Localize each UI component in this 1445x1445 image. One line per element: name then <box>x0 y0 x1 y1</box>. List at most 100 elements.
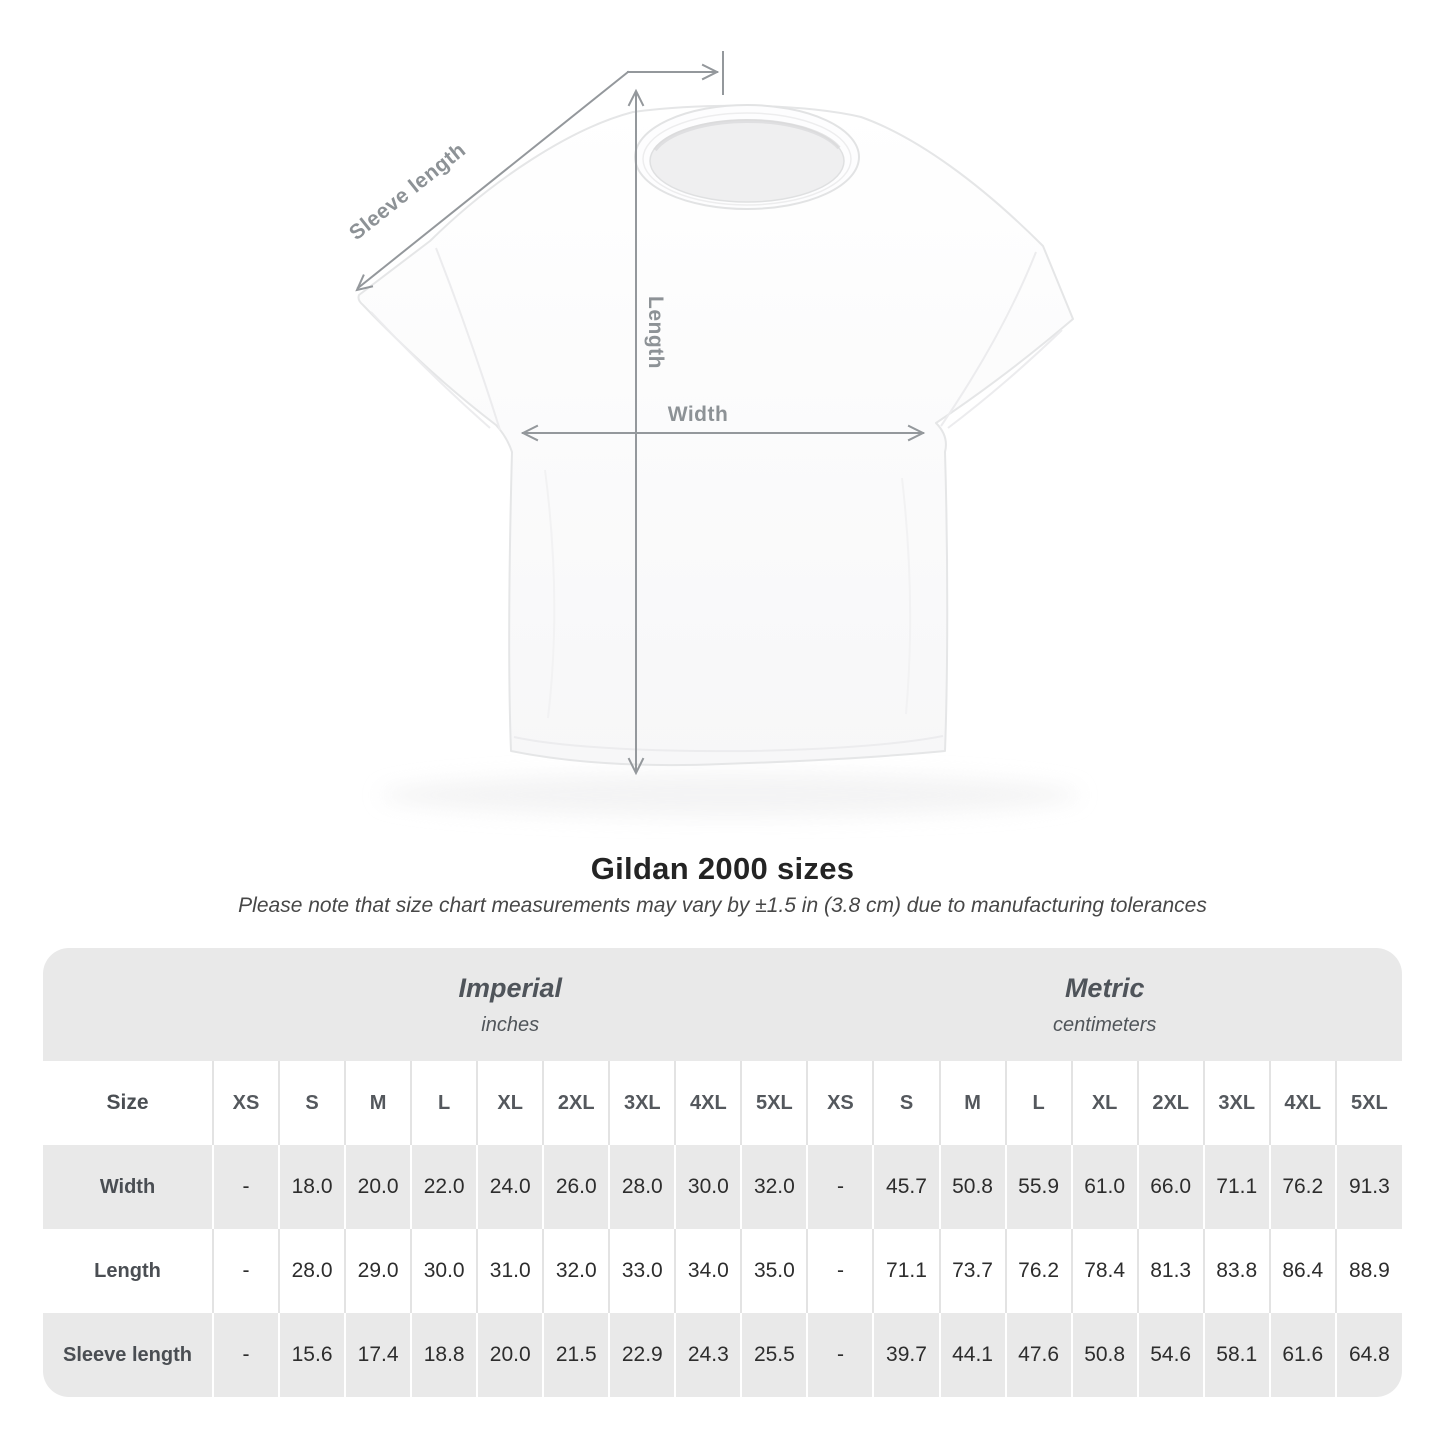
row-label-length: Length <box>94 1259 161 1282</box>
unit-header-row: Imperial inches Metric centimeters <box>43 948 1402 1061</box>
size-column-header: S <box>872 1061 940 1145</box>
sleeve-length-value-cell: 58.1 <box>1202 1313 1270 1397</box>
size-header-label: Size <box>106 1091 149 1114</box>
width-value-cell: 71.1 <box>1202 1145 1270 1229</box>
length-value-cell: 88.9 <box>1334 1229 1402 1313</box>
size-column-header: S <box>278 1061 346 1145</box>
size-column-header: 2XL <box>1136 1061 1204 1145</box>
width-value-cell: 66.0 <box>1136 1145 1204 1229</box>
size-column-header: L <box>1004 1061 1072 1145</box>
size-column-header: 3XL <box>608 1061 676 1145</box>
length-value-cell: 33.0 <box>608 1229 676 1313</box>
shirt-diagram: Sleeve length Length Width <box>345 51 1080 817</box>
width-value-cell: 30.0 <box>674 1145 742 1229</box>
size-header-row: Size XS S M L XL 2XL 3XL 4XL 5XL XS S M L XL 2XL 3XL 4XL… <box>43 1061 1402 1145</box>
sleeve-length-value-cell: 20.0 <box>476 1313 544 1397</box>
width-value-cell: 18.0 <box>278 1145 346 1229</box>
length-label: Length <box>644 296 667 369</box>
width-value-cell: 32.0 <box>740 1145 808 1229</box>
width-value-cell: - <box>211 1145 280 1229</box>
width-value-cell: 61.0 <box>1070 1145 1138 1229</box>
width-label: Width <box>668 403 729 426</box>
table-row-width: Width -18.0 20.0 22.0 24.0 26.0 28.0 30.0 32.0-… <box>43 1145 1402 1229</box>
page-title: Gildan 2000 sizes <box>590 851 855 886</box>
width-value-cell: 55.9 <box>1004 1145 1072 1229</box>
row-label-width: Width <box>99 1175 156 1198</box>
shirt-shadow <box>380 773 1080 817</box>
sleeve-length-value-cell: 21.5 <box>542 1313 610 1397</box>
length-value-cell: - <box>211 1229 280 1313</box>
length-value-cell: 76.2 <box>1004 1229 1072 1313</box>
size-column-header: M <box>938 1061 1006 1145</box>
width-value-cell: - <box>806 1145 874 1229</box>
tolerance-note: Please note that size chart measurements… <box>238 894 1207 917</box>
size-column-header: XL <box>476 1061 544 1145</box>
width-value-cell: 45.7 <box>872 1145 940 1229</box>
length-value-cell: 31.0 <box>476 1229 544 1313</box>
sleeve-length-value-cell: 54.6 <box>1136 1313 1204 1397</box>
width-value-cell: 28.0 <box>608 1145 676 1229</box>
imperial-sublabel: inches <box>481 1013 540 1036</box>
width-value-cell: 50.8 <box>938 1145 1006 1229</box>
unit-header-metric: Metric centimeters <box>807 948 1402 1061</box>
size-column-header: 3XL <box>1202 1061 1270 1145</box>
imperial-label: Imperial <box>458 972 562 1003</box>
sleeve-length-value-cell: 22.9 <box>608 1313 676 1397</box>
length-value-cell: 35.0 <box>740 1229 808 1313</box>
width-value-cell: 76.2 <box>1268 1145 1336 1229</box>
sleeve-length-value-cell: 39.7 <box>872 1313 940 1397</box>
length-value-cell: 81.3 <box>1136 1229 1204 1313</box>
metric-label: Metric <box>1064 972 1145 1003</box>
size-column-header: 5XL <box>740 1061 808 1145</box>
sleeve-length-value-cell: 64.8 <box>1334 1313 1402 1397</box>
unit-header-spacer <box>43 948 213 1061</box>
length-value-cell: 78.4 <box>1070 1229 1138 1313</box>
width-value-cell: 20.0 <box>344 1145 412 1229</box>
size-column-header: L <box>410 1061 478 1145</box>
length-value-cell: 83.8 <box>1202 1229 1270 1313</box>
table-row-length: Length -28.0 29.0 30.0 31.0 32.0 33.0 34.0 35.0… <box>43 1229 1402 1313</box>
size-column-header: XS <box>806 1061 874 1145</box>
size-column-header: 4XL <box>674 1061 742 1145</box>
size-column-header: 2XL <box>542 1061 610 1145</box>
shirt-seam-lines <box>370 247 1063 753</box>
length-value-cell: - <box>806 1229 874 1313</box>
length-value-cell: 28.0 <box>278 1229 346 1313</box>
width-value-cell: 24.0 <box>476 1145 544 1229</box>
metric-sublabel: centimeters <box>1053 1013 1157 1036</box>
width-arrow <box>520 424 926 442</box>
sleeve-length-value-cell: 44.1 <box>938 1313 1006 1397</box>
sleeve-length-value-cell: 50.8 <box>1070 1313 1138 1397</box>
length-value-cell: 29.0 <box>344 1229 412 1313</box>
width-value-cell: 26.0 <box>542 1145 610 1229</box>
width-value-cell: 91.3 <box>1334 1145 1402 1229</box>
length-value-cell: 34.0 <box>674 1229 742 1313</box>
sleeve-length-value-cell: 47.6 <box>1004 1313 1072 1397</box>
sleeve-length-value-cell: 17.4 <box>344 1313 412 1397</box>
collar <box>634 104 860 210</box>
size-column-header: XL <box>1070 1061 1138 1145</box>
tshirt-illustration: Sleeve length Length Width <box>345 51 1080 817</box>
table-row-sleeve-length: Sleeve length -15.6 17.4 18.8 20.0 21.5 22.9 2… <box>43 1313 1402 1397</box>
unit-header-imperial: Imperial inches <box>213 948 807 1061</box>
length-value-cell: 71.1 <box>872 1229 940 1313</box>
size-column-header: M <box>344 1061 412 1145</box>
length-value-cell: 32.0 <box>542 1229 610 1313</box>
sleeve-length-value-cell: 18.8 <box>410 1313 478 1397</box>
size-column-header: 4XL <box>1268 1061 1336 1145</box>
length-value-cell: 73.7 <box>938 1229 1006 1313</box>
row-label-sleeve-length: Sleeve length <box>63 1343 192 1366</box>
size-column-header: XS <box>211 1061 280 1145</box>
width-value-cell: 22.0 <box>410 1145 478 1229</box>
size-column-header: 5XL <box>1334 1061 1402 1145</box>
length-value-cell: 30.0 <box>410 1229 478 1313</box>
sleeve-length-value-cell: 25.5 <box>740 1313 808 1397</box>
sleeve-length-arrow <box>355 51 724 292</box>
sleeve-length-value-cell: - <box>211 1313 280 1397</box>
size-table: Imperial inches Metric centimeters Size … <box>43 948 1402 1397</box>
length-value-cell: 86.4 <box>1268 1229 1336 1313</box>
sleeve-length-value-cell: 24.3 <box>674 1313 742 1397</box>
size-table-container: Imperial inches Metric centimeters Size … <box>43 948 1402 1397</box>
sleeve-length-value-cell: 61.6 <box>1268 1313 1336 1397</box>
